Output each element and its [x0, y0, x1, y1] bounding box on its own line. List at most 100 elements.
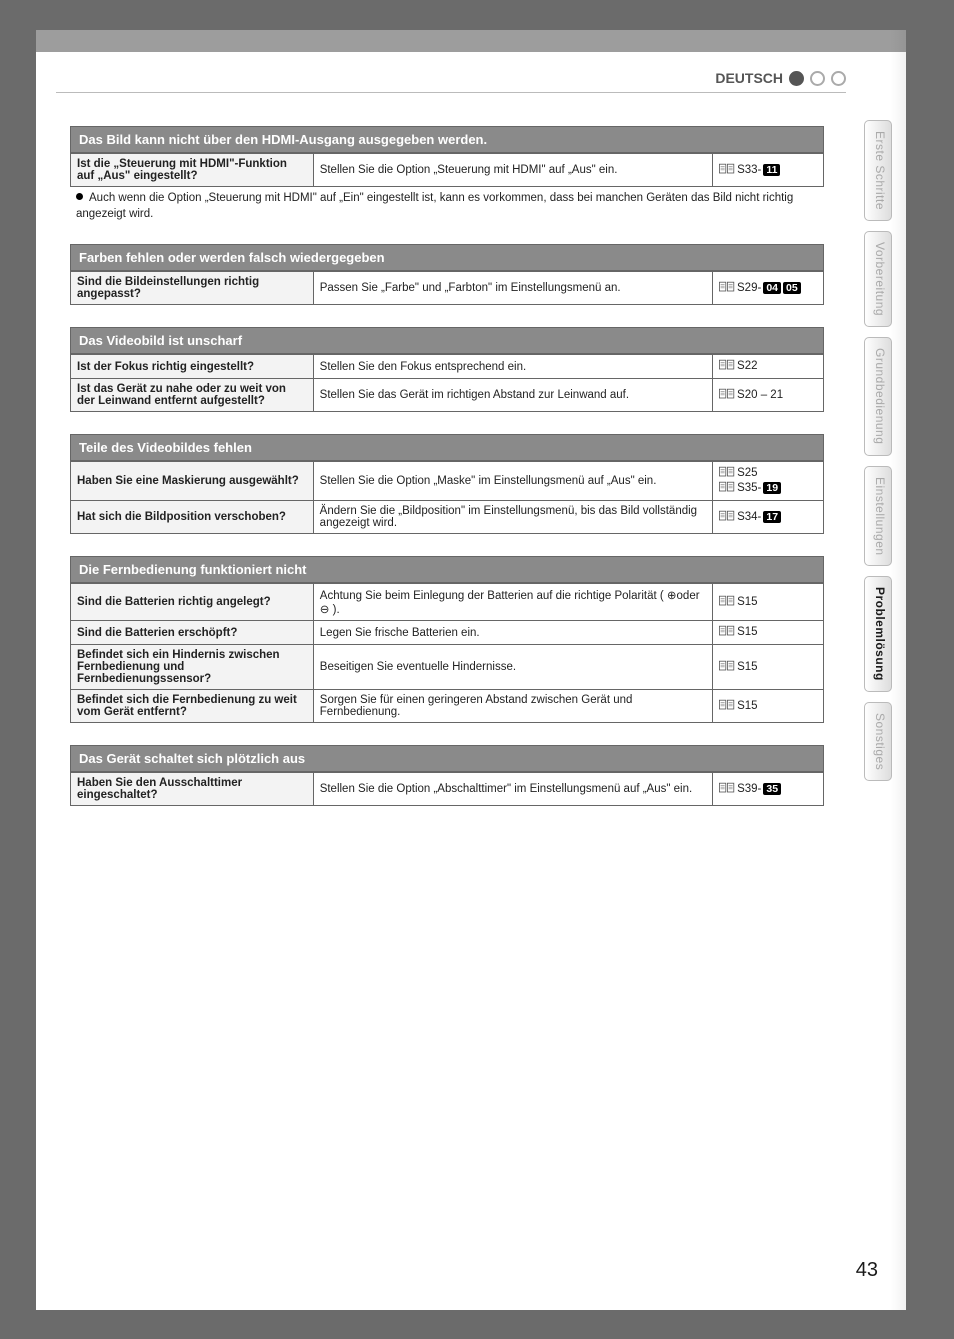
section-header: Das Gerät schaltet sich plötzlich aus: [70, 745, 824, 772]
side-tab[interactable]: Grundbedienung: [864, 337, 892, 455]
troubleshoot-section: Das Bild kann nicht über den HDMI-Ausgan…: [70, 126, 824, 222]
page-ref-icon: [719, 595, 735, 610]
page-ref-icon: [719, 163, 735, 178]
page-ref-text: S22: [737, 360, 757, 372]
answer-cell: Sorgen Sie für einen geringeren Abstand …: [313, 690, 712, 723]
reference-cell: S15: [713, 690, 824, 723]
side-tab[interactable]: Einstellungen: [864, 466, 892, 567]
answer-cell: Achtung Sie beim Einlegung der Batterien…: [313, 584, 712, 621]
troubleshoot-table: Haben Sie den Ausschalttimer eingeschalt…: [70, 772, 824, 806]
side-tab[interactable]: Vorbereitung: [864, 231, 892, 327]
page-ref-text: S15: [737, 661, 757, 673]
page-ref-icon: [719, 281, 735, 296]
troubleshoot-section: Das Gerät schaltet sich plötzlich ausHab…: [70, 745, 824, 806]
table-row: Haben Sie den Ausschalttimer eingeschalt…: [71, 773, 824, 806]
troubleshoot-table: Sind die Batterien richtig angelegt?Acht…: [70, 583, 824, 723]
table-row: Befindet sich ein Hindernis zwischen Fer…: [71, 645, 824, 690]
page-number: 43: [856, 1259, 878, 1282]
reference-cell: S33-11: [713, 154, 824, 187]
troubleshoot-section: Teile des Videobildes fehlenHaben Sie ei…: [70, 434, 824, 534]
table-row: Hat sich die Bildposition verschoben?Änd…: [71, 501, 824, 534]
page-ref-badge: 11: [763, 164, 780, 176]
answer-cell: Stellen Sie die Option „Maske" im Einste…: [313, 462, 712, 501]
page-ref-text: S15: [737, 596, 757, 608]
table-row: Ist der Fokus richtig eingestellt?Stelle…: [71, 355, 824, 379]
question-cell: Ist die „Steuerung mit HDMI"-Funktion au…: [71, 154, 314, 187]
section-note: Auch wenn die Option „Steuerung mit HDMI…: [76, 191, 824, 222]
reference-cell: S22: [713, 355, 824, 379]
troubleshoot-section: Das Videobild ist unscharfIst der Fokus …: [70, 327, 824, 412]
question-cell: Sind die Batterien richtig angelegt?: [71, 584, 314, 621]
page-ref-text: S33-: [737, 164, 761, 176]
page-ref-text: S39-: [737, 783, 761, 795]
table-row: Ist die „Steuerung mit HDMI"-Funktion au…: [71, 154, 824, 187]
table-row: Haben Sie eine Maskierung ausgewählt?Ste…: [71, 462, 824, 501]
answer-cell: Stellen Sie den Fokus entsprechend ein.: [313, 355, 712, 379]
side-tab[interactable]: Erste Schritte: [864, 120, 892, 221]
troubleshoot-section: Farben fehlen oder werden falsch wiederg…: [70, 244, 824, 305]
page-ref-text: S25: [737, 467, 757, 479]
side-tab[interactable]: Problemlösung: [864, 576, 892, 692]
reference-cell: S39-35: [713, 773, 824, 806]
troubleshoot-table: Ist der Fokus richtig eingestellt?Stelle…: [70, 354, 824, 412]
question-cell: Befindet sich ein Hindernis zwischen Fer…: [71, 645, 314, 690]
bullet-icon: [76, 193, 83, 200]
table-row: Sind die Bildeinstellungen richtig angep…: [71, 272, 824, 305]
page-ref-icon: [719, 359, 735, 374]
troubleshoot-table: Haben Sie eine Maskierung ausgewählt?Ste…: [70, 461, 824, 534]
question-cell: Haben Sie eine Maskierung ausgewählt?: [71, 462, 314, 501]
troubleshoot-table: Ist die „Steuerung mit HDMI"-Funktion au…: [70, 153, 824, 187]
answer-cell: Stellen Sie das Gerät im richtigen Absta…: [313, 379, 712, 412]
page-ref-text: S20 – 21: [737, 389, 783, 401]
question-cell: Sind die Batterien erschöpft?: [71, 621, 314, 645]
table-row: Sind die Batterien erschöpft?Legen Sie f…: [71, 621, 824, 645]
page-shadow: [890, 30, 906, 1310]
page-ref-icon: [719, 466, 735, 481]
answer-cell: Stellen Sie die Option „Steuerung mit HD…: [313, 154, 712, 187]
header-divider: [56, 92, 846, 93]
page-ref-text: S29-: [737, 282, 761, 294]
page-ref-badge: 35: [763, 783, 781, 795]
dot-inactive-icon: [810, 71, 825, 86]
dot-active-icon: [789, 71, 804, 86]
page-ref-badge: 05: [783, 282, 801, 294]
question-cell: Ist der Fokus richtig eingestellt?: [71, 355, 314, 379]
question-cell: Haben Sie den Ausschalttimer eingeschalt…: [71, 773, 314, 806]
section-header: Das Bild kann nicht über den HDMI-Ausgan…: [70, 126, 824, 153]
dot-inactive-icon: [831, 71, 846, 86]
question-cell: Ist das Gerät zu nahe oder zu weit von d…: [71, 379, 314, 412]
answer-cell: Stellen Sie die Option „Abschalttimer" i…: [313, 773, 712, 806]
table-row: Sind die Batterien richtig angelegt?Acht…: [71, 584, 824, 621]
reference-cell: S15: [713, 645, 824, 690]
page-ref-icon: [719, 625, 735, 640]
side-tab[interactable]: Sonstiges: [864, 702, 892, 781]
header-bar: [36, 30, 906, 52]
reference-cell: S29-0405: [713, 272, 824, 305]
side-tabs: Erste Schritte Vorbereitung Grundbedienung…: [864, 120, 892, 781]
page-ref-icon: [719, 782, 735, 797]
page-ref-badge: 19: [763, 482, 781, 494]
content-area: Das Bild kann nicht über den HDMI-Ausgan…: [70, 126, 824, 828]
answer-cell: Ändern Sie die „Bildposition" im Einstel…: [313, 501, 712, 534]
section-header: Farben fehlen oder werden falsch wiederg…: [70, 244, 824, 271]
page-ref-icon: [719, 660, 735, 675]
page-ref-badge: 17: [763, 511, 781, 523]
question-cell: Hat sich die Bildposition verschoben?: [71, 501, 314, 534]
section-header: Teile des Videobildes fehlen: [70, 434, 824, 461]
question-cell: Sind die Bildeinstellungen richtig angep…: [71, 272, 314, 305]
answer-cell: Beseitigen Sie eventuelle Hindernisse.: [313, 645, 712, 690]
page-ref-text: S15: [737, 626, 757, 638]
page-ref-text: S15: [737, 700, 757, 712]
language-indicator: DEUTSCH: [715, 70, 846, 86]
page-ref-icon: [719, 699, 735, 714]
page-ref-icon: [719, 510, 735, 525]
section-header: Das Videobild ist unscharf: [70, 327, 824, 354]
reference-cell: S20 – 21: [713, 379, 824, 412]
page-ref-icon: [719, 481, 735, 496]
section-header: Die Fernbedienung funktioniert nicht: [70, 556, 824, 583]
table-row: Ist das Gerät zu nahe oder zu weit von d…: [71, 379, 824, 412]
troubleshoot-table: Sind die Bildeinstellungen richtig angep…: [70, 271, 824, 305]
reference-cell: S34-17: [713, 501, 824, 534]
troubleshoot-section: Die Fernbedienung funktioniert nichtSind…: [70, 556, 824, 723]
manual-page: DEUTSCH Das Bild kann nicht über den HDM…: [36, 30, 906, 1310]
